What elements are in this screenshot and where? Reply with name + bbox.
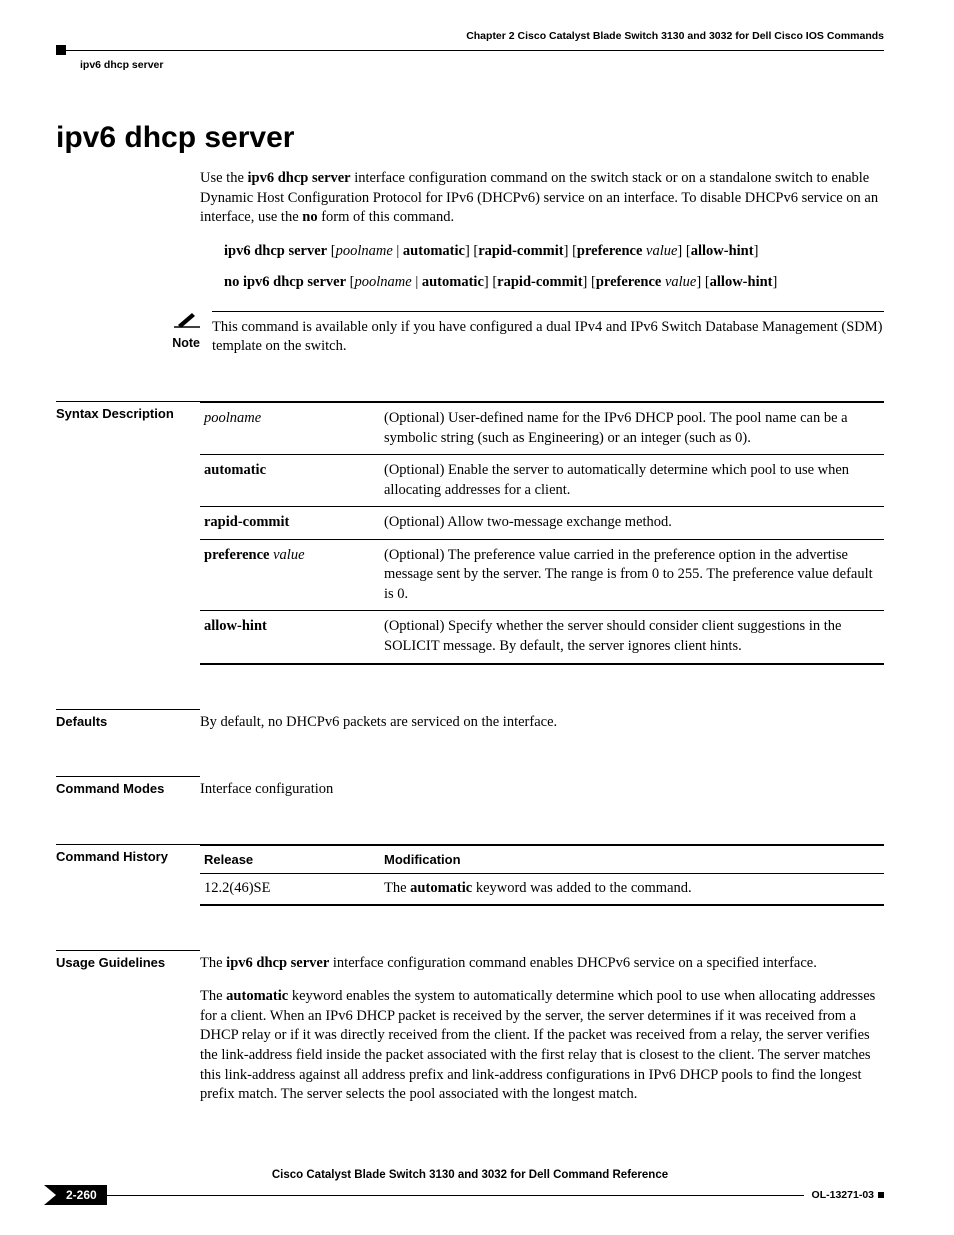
page: Chapter 2 Cisco Catalyst Blade Switch 31… — [0, 0, 954, 1235]
note-block: Note This command is available only if y… — [56, 311, 884, 357]
header-rule — [56, 45, 884, 55]
page-number-badge: 2-260 — [56, 1185, 107, 1205]
section-syntax-description: Syntax Description poolname (Optional) U… — [56, 401, 884, 665]
table-row: automatic (Optional) Enable the server t… — [200, 455, 884, 507]
footer-doc-id: OL-13271-03 — [812, 1189, 874, 1201]
col-release: Release — [200, 845, 380, 874]
col-modification: Modification — [380, 845, 884, 874]
intro-paragraph: Use the ipv6 dhcp server interface confi… — [200, 169, 884, 228]
table-row: poolname (Optional) User-defined name fo… — [200, 402, 884, 455]
chapter-text: Chapter 2 Cisco Catalyst Blade Switch 31… — [466, 30, 884, 42]
syntax-forms: ipv6 dhcp server [poolname | automatic] … — [200, 242, 884, 293]
page-title: ipv6 dhcp server — [56, 121, 884, 155]
page-footer: Cisco Catalyst Blade Switch 3130 and 303… — [56, 1169, 884, 1205]
section-defaults: Defaults By default, no DHCPv6 packets a… — [56, 709, 884, 733]
table-row: rapid-commit (Optional) Allow two-messag… — [200, 507, 884, 540]
note-text: This command is available only if you ha… — [212, 311, 884, 357]
section-label: Usage Guidelines — [56, 950, 200, 1119]
section-label: Syntax Description — [56, 401, 200, 665]
note-label: Note — [152, 336, 200, 350]
section-usage-guidelines: Usage Guidelines The ipv6 dhcp server in… — [56, 950, 884, 1119]
running-header: Chapter 2 Cisco Catalyst Blade Switch 31… — [56, 30, 884, 42]
section-label: Command Modes — [56, 776, 200, 800]
syntax-table: poolname (Optional) User-defined name fo… — [200, 401, 884, 665]
section-label: Defaults — [56, 709, 200, 733]
command-modes-text: Interface configuration — [200, 776, 884, 800]
usage-p1: The ipv6 dhcp server interface configura… — [200, 954, 884, 974]
table-row: preference value (Optional) The preferen… — [200, 539, 884, 611]
history-table: Release Modification 12.2(46)SE The auto… — [200, 844, 884, 906]
table-row: allow-hint (Optional) Specify whether th… — [200, 611, 884, 664]
usage-p2: The automatic keyword enables the system… — [200, 987, 884, 1104]
section-label: Command History — [56, 844, 200, 906]
syntax-form-2: no ipv6 dhcp server [poolname | automati… — [224, 273, 884, 293]
defaults-text: By default, no DHCPv6 packets are servic… — [200, 709, 884, 733]
section-command-history: Command History Release Modification 12.… — [56, 844, 884, 906]
syntax-form-1: ipv6 dhcp server [poolname | automatic] … — [224, 242, 884, 262]
pencil-icon — [174, 311, 200, 334]
footer-end-marker — [878, 1192, 884, 1198]
table-row: 12.2(46)SE The automatic keyword was add… — [200, 874, 884, 905]
footer-title: Cisco Catalyst Blade Switch 3130 and 303… — [56, 1169, 884, 1181]
section-command-modes: Command Modes Interface configuration — [56, 776, 884, 800]
breadcrumb: ipv6 dhcp server — [80, 59, 884, 71]
intro-block: Use the ipv6 dhcp server interface confi… — [200, 169, 884, 293]
table-header-row: Release Modification — [200, 845, 884, 874]
header-rule-marker — [56, 45, 66, 55]
